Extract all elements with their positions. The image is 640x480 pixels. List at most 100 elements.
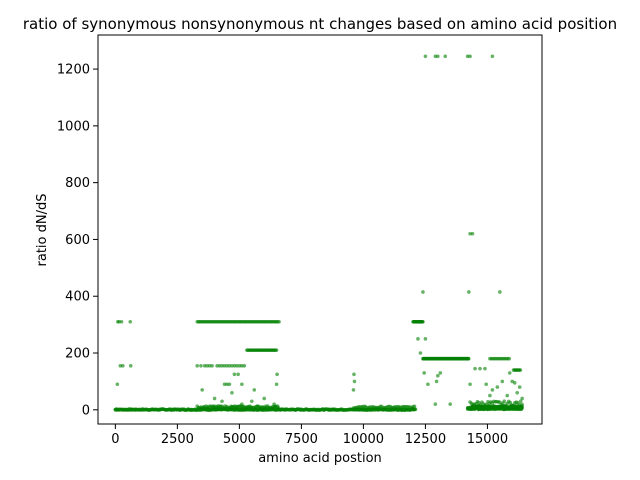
data-point xyxy=(490,54,495,59)
data-point xyxy=(118,363,123,368)
x-axis-label: amino acid postion xyxy=(258,451,382,466)
data-point xyxy=(467,290,471,294)
data-point xyxy=(433,54,438,59)
data-point xyxy=(276,406,281,410)
y-tick-label: 600 xyxy=(65,233,90,248)
y-tick-label: 0 xyxy=(82,403,90,418)
data-point xyxy=(225,363,229,368)
y-axis-ticks: 0 200 400 600 800 1000 1200 xyxy=(57,63,98,418)
data-point xyxy=(517,385,522,389)
data-point xyxy=(421,319,425,324)
y-tick-label: 1000 xyxy=(57,119,90,134)
y-tick-label: 200 xyxy=(65,347,90,362)
data-point xyxy=(262,396,266,401)
data-point xyxy=(423,54,428,59)
data-point xyxy=(210,363,214,368)
data-point xyxy=(423,337,428,341)
data-point xyxy=(512,381,517,385)
data-point xyxy=(274,382,279,387)
data-point xyxy=(468,382,472,387)
x-tick-label: 12500 xyxy=(405,432,446,447)
data-point xyxy=(352,372,356,377)
data-point xyxy=(470,231,475,236)
data-point xyxy=(416,337,420,341)
data-point xyxy=(507,356,512,361)
data-point xyxy=(518,368,523,372)
data-point xyxy=(515,390,519,395)
data-point xyxy=(230,390,234,395)
data-point xyxy=(115,382,120,387)
data-point xyxy=(468,231,472,236)
data-point xyxy=(227,363,232,368)
data-point xyxy=(352,379,357,384)
x-tick-label: 5000 xyxy=(223,432,256,447)
x-tick-label: 7500 xyxy=(285,432,318,447)
data-point xyxy=(240,402,244,406)
data-point xyxy=(217,363,222,368)
data-point xyxy=(436,373,440,378)
data-point xyxy=(128,363,133,368)
data-point xyxy=(235,363,239,368)
data-point xyxy=(242,363,247,368)
data-point xyxy=(520,396,524,401)
y-tick-label: 1200 xyxy=(57,63,90,78)
data-point xyxy=(128,319,133,324)
data-points xyxy=(113,54,524,412)
data-point xyxy=(495,385,500,389)
data-point xyxy=(421,290,425,294)
x-tick-label: 10000 xyxy=(343,432,384,447)
data-point xyxy=(465,54,470,59)
data-point xyxy=(351,388,356,392)
data-point xyxy=(222,363,227,368)
data-point xyxy=(473,366,477,371)
data-point xyxy=(114,407,119,411)
data-point xyxy=(418,351,423,355)
data-point xyxy=(484,382,488,387)
data-point xyxy=(466,356,471,361)
data-point xyxy=(195,363,200,368)
data-point xyxy=(488,393,492,398)
data-point xyxy=(483,366,487,371)
data-point xyxy=(277,319,281,324)
data-point xyxy=(468,54,472,59)
data-point xyxy=(200,388,204,392)
data-point xyxy=(252,388,257,392)
data-point xyxy=(232,372,237,377)
plot-area-frame xyxy=(97,34,543,425)
data-point xyxy=(222,382,227,387)
x-tick-label: 2500 xyxy=(161,432,194,447)
data-point xyxy=(230,363,234,368)
data-point xyxy=(426,382,430,387)
data-point xyxy=(507,371,512,375)
data-point xyxy=(232,363,237,368)
data-point xyxy=(225,382,229,387)
data-point xyxy=(202,363,207,368)
data-point xyxy=(129,408,134,412)
data-point xyxy=(422,371,426,375)
data-point xyxy=(490,388,495,392)
data-point xyxy=(413,407,418,412)
y-axis-label: ratio dN/dS xyxy=(35,194,50,267)
data-point xyxy=(517,402,521,407)
data-point xyxy=(433,402,438,406)
data-point xyxy=(518,399,523,404)
data-point xyxy=(237,363,242,368)
data-point xyxy=(434,379,439,384)
data-point xyxy=(220,399,224,404)
data-point xyxy=(478,366,482,371)
data-point xyxy=(207,363,212,368)
x-axis-ticks: 0 2500 5000 7500 10000 12500 15000 xyxy=(111,424,508,447)
data-point xyxy=(505,393,510,398)
data-point xyxy=(215,363,219,368)
data-point xyxy=(412,404,417,409)
data-point xyxy=(272,402,276,406)
data-point xyxy=(117,319,121,324)
data-point xyxy=(502,399,507,403)
y-tick-label: 400 xyxy=(65,290,90,305)
chart-title: ratio of synonymous nonsynonymous nt cha… xyxy=(23,15,617,33)
x-tick-label: 15000 xyxy=(467,432,508,447)
data-point xyxy=(275,372,279,377)
data-point xyxy=(121,363,125,368)
y-tick-label: 800 xyxy=(65,176,90,191)
